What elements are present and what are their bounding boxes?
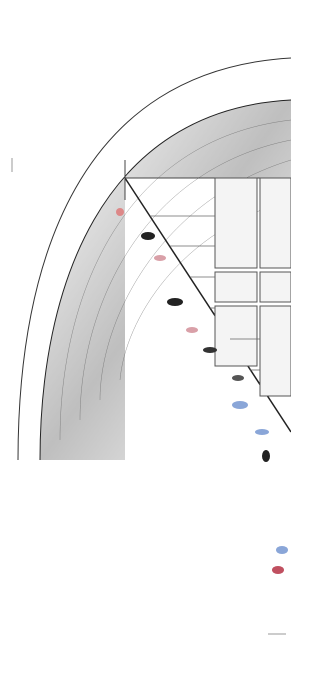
section-drawing xyxy=(0,0,291,697)
rooms xyxy=(215,178,291,396)
page xyxy=(0,0,291,697)
